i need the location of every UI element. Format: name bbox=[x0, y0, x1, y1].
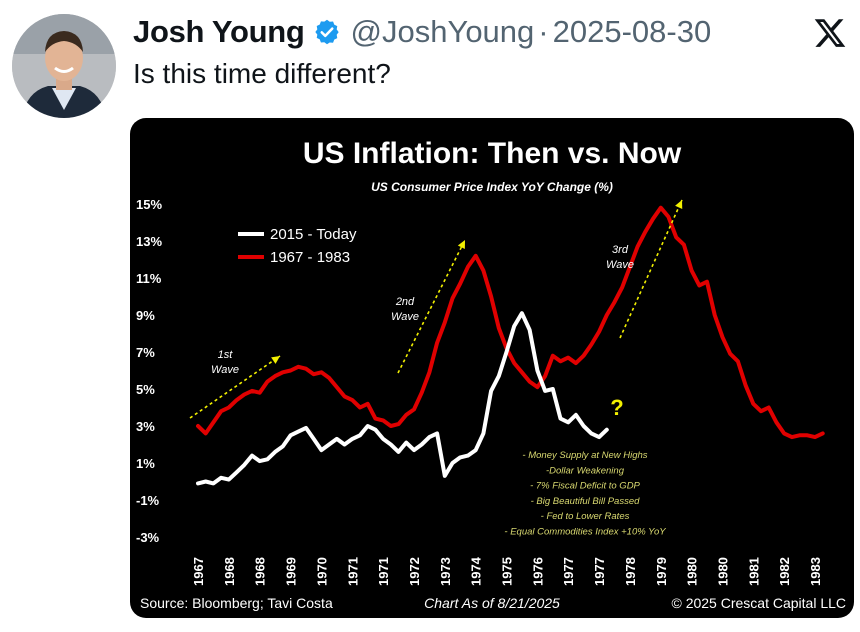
x-tick-label: 1970 bbox=[314, 557, 329, 586]
x-tick-label: 1976 bbox=[530, 557, 545, 586]
author-avatar[interactable] bbox=[12, 14, 116, 118]
tweet-media-chart[interactable]: US Inflation: Then vs. Now US Consumer P… bbox=[130, 118, 854, 618]
x-tick-label: 1977 bbox=[561, 557, 576, 586]
wave-arrowhead bbox=[457, 240, 465, 249]
inflation-chart: US Inflation: Then vs. Now US Consumer P… bbox=[136, 137, 846, 611]
note-line: - Fed to Lower Rates bbox=[541, 511, 630, 522]
x-tick-label: 1981 bbox=[746, 557, 761, 586]
y-tick-label: 7% bbox=[136, 345, 155, 360]
wave-arrowhead bbox=[675, 200, 683, 209]
series-1967-1983-line bbox=[196, 205, 825, 440]
y-tick-label: 1% bbox=[136, 456, 155, 471]
x-tick-label: 1980 bbox=[715, 557, 730, 586]
note-line: - Big Beautiful Bill Passed bbox=[531, 496, 640, 507]
series-layer bbox=[196, 205, 825, 486]
x-tick-label: 1968 bbox=[253, 557, 268, 586]
question-mark-annotation: ? bbox=[610, 395, 623, 420]
x-tick-label: 1983 bbox=[808, 557, 823, 586]
note-line: - 7% Fiscal Deficit to GDP bbox=[530, 481, 640, 492]
x-tick-label: 1971 bbox=[376, 557, 391, 586]
chart-source: Source: Bloomberg; Tavi Costa bbox=[140, 595, 333, 611]
y-tick-label: 11% bbox=[136, 271, 162, 286]
x-tick-label: 1975 bbox=[500, 557, 515, 586]
y-tick-label: 9% bbox=[136, 308, 155, 323]
tweet-date[interactable]: 2025-08-30 bbox=[552, 14, 712, 49]
catalyst-notes: - Money Supply at New Highs -Dollar Weake… bbox=[504, 450, 666, 538]
note-line: - Money Supply at New Highs bbox=[522, 450, 647, 461]
note-line: -Dollar Weakening bbox=[546, 465, 625, 476]
wave-label: 3rd bbox=[612, 244, 629, 256]
chart-title: US Inflation: Then vs. Now bbox=[303, 137, 682, 170]
x-tick-label: 1974 bbox=[469, 556, 484, 586]
x-tick-label: 1972 bbox=[407, 557, 422, 586]
legend-label-today: 2015 - Today bbox=[270, 226, 357, 243]
y-tick-label: 3% bbox=[136, 419, 155, 434]
y-tick-label: -1% bbox=[136, 493, 160, 508]
wave-label: Wave bbox=[211, 364, 239, 376]
x-tick-label: 1969 bbox=[284, 557, 299, 586]
x-tick-label: 1978 bbox=[623, 557, 638, 586]
wave-label: Wave bbox=[391, 311, 419, 323]
separator-dot: · bbox=[538, 14, 549, 49]
x-tick-label: 1977 bbox=[592, 557, 607, 586]
chart-copyright: © 2025 Crescat Capital LLC bbox=[671, 595, 846, 611]
x-tick-label: 1980 bbox=[685, 557, 700, 586]
wave-label: Wave bbox=[606, 259, 634, 271]
avatar-photo bbox=[12, 14, 116, 118]
wave-label: 2nd bbox=[395, 296, 415, 308]
x-tick-label: 1967 bbox=[191, 557, 206, 586]
y-tick-label: -3% bbox=[136, 530, 160, 545]
x-tick-label: 1979 bbox=[654, 557, 669, 586]
x-logo-icon[interactable] bbox=[812, 16, 848, 50]
tweet-header: Josh Young @JoshYoung · 2025-08-30 bbox=[133, 12, 711, 52]
wave-annotations: 1st Wave 2nd Wave 3rd Wave? bbox=[189, 199, 683, 420]
legend-label-1967: 1967 - 1983 bbox=[270, 249, 350, 266]
y-tick-label: 5% bbox=[136, 382, 155, 397]
chart-subtitle: US Consumer Price Index YoY Change (%) bbox=[371, 180, 613, 194]
wave-arrow bbox=[189, 355, 281, 419]
x-axis: 1967 1968 1968 1969 1970 1971 1971 1972 1973 1974… bbox=[191, 556, 823, 586]
legend: 2015 - Today 1967 - 1983 bbox=[238, 226, 357, 266]
series-2015-today-line bbox=[196, 311, 609, 486]
wave-arrow bbox=[619, 199, 683, 339]
x-tick-label: 1973 bbox=[438, 557, 453, 586]
chart-as-of: Chart As of 8/21/2025 bbox=[424, 595, 560, 611]
y-tick-label: 15% bbox=[136, 197, 162, 212]
wave-label: 1st bbox=[218, 349, 234, 361]
y-tick-label: 13% bbox=[136, 234, 162, 249]
tweet-text: Is this time different? bbox=[133, 58, 391, 89]
note-line: - Equal Commodities Index +10% YoY bbox=[504, 527, 666, 538]
x-tick-label: 1982 bbox=[777, 557, 792, 586]
wave-arrow bbox=[397, 239, 466, 374]
y-axis: 15% 13% 11% 9% 7% 5% 3% 1% -1% -3% bbox=[136, 197, 162, 545]
x-tick-label: 1971 bbox=[345, 557, 360, 586]
wave-arrowhead bbox=[271, 356, 280, 364]
author-handle[interactable]: @JoshYoung bbox=[350, 14, 535, 49]
x-tick-label: 1968 bbox=[222, 557, 237, 586]
author-name[interactable]: Josh Young bbox=[133, 14, 305, 49]
verified-badge-icon bbox=[314, 19, 339, 45]
